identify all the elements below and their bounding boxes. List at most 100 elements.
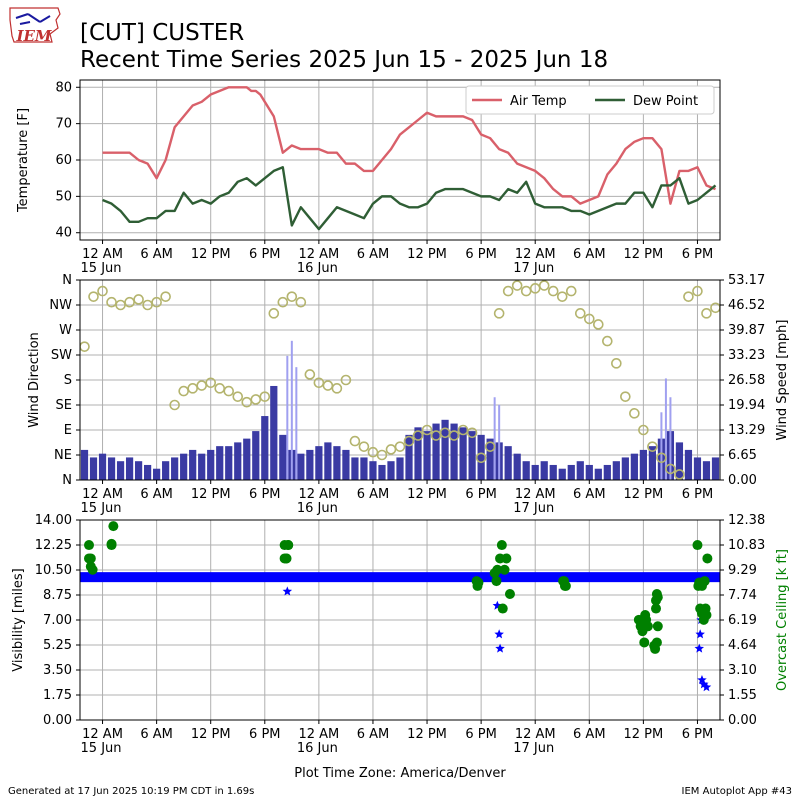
wind-direction-point	[574, 308, 586, 319]
wind-direction-point	[529, 283, 541, 294]
title-range: Recent Time Series 2025 Jun 15 - 2025 Ju…	[80, 47, 608, 73]
air-temp-line	[102, 86, 716, 205]
y-axis-label: Wind Direction	[27, 332, 42, 428]
wind-speed-bar	[207, 449, 215, 480]
x-date-label: 17 Jun	[513, 741, 554, 756]
wind-direction-point	[340, 374, 352, 386]
wind-speed-bar	[504, 446, 512, 480]
wind-speed-bar	[675, 442, 684, 480]
y2-tick-label: 33.23	[728, 348, 765, 363]
wind-direction-point	[286, 291, 298, 302]
wind-direction-point	[511, 280, 523, 291]
y-tick-label: 3.50	[43, 663, 72, 678]
wind-speed-bar	[378, 464, 386, 480]
wind-direction-point	[565, 285, 577, 297]
ceiling-point	[652, 621, 663, 632]
ceiling-point	[496, 540, 507, 551]
y-tick-label: W	[59, 323, 72, 338]
visibility-star	[495, 643, 505, 653]
wind-direction-point	[457, 424, 469, 436]
wind-direction-point	[466, 427, 478, 439]
y-tick-label: 14.00	[35, 513, 72, 528]
y-tick-label: NW	[49, 298, 72, 313]
wind-direction-point	[593, 319, 604, 330]
x-axis-label: Plot Time Zone: America/Denver	[294, 766, 506, 781]
wind-direction-point	[665, 463, 676, 475]
y-tick-label: N	[62, 273, 72, 288]
x-tick-label: 12 PM	[191, 727, 231, 742]
wind-speed-bar	[189, 449, 197, 480]
wind-direction-point	[376, 449, 388, 461]
ceiling-point	[702, 553, 713, 564]
y2-tick-label: 53.17	[728, 273, 765, 288]
y-tick-label: NE	[54, 448, 72, 463]
wind-direction-point	[115, 299, 126, 311]
wind-direction-point	[629, 408, 640, 419]
ceiling-point	[283, 540, 294, 551]
y-tick-label: E	[64, 423, 72, 438]
visibility-ceiling-panel: 12 AM 6 AM 12 PM 6 PM 12 AM 6 AM 12 PM 6 PM 12 A…	[11, 513, 790, 756]
ceiling-point	[499, 564, 510, 575]
wind-speed-bar	[540, 461, 548, 480]
x-tick-label: 12 AM	[298, 487, 339, 502]
visibility-star	[494, 629, 504, 639]
wind-speed-bar	[612, 461, 620, 480]
y-tick-label: 7.00	[43, 613, 72, 628]
panel-frame	[79, 279, 721, 481]
x-tick-label: 6 AM	[140, 487, 173, 502]
wind-speed-bar	[225, 446, 233, 480]
x-tick-label: 12 PM	[407, 247, 447, 262]
wind-direction-point	[520, 285, 532, 297]
wind-speed-bar	[576, 461, 584, 480]
y2-tick-label: 26.58	[728, 373, 765, 388]
plot-area	[80, 280, 720, 480]
x-tick-label: 12 PM	[407, 727, 447, 742]
iem-logo: IEM	[9, 7, 61, 45]
wind-speed-bar	[432, 423, 440, 480]
visibility-star	[701, 682, 712, 692]
wind-direction-point	[538, 280, 550, 291]
ceiling-point	[108, 521, 119, 532]
y2-tick-label: 19.94	[728, 398, 765, 413]
wind-speed-bar	[234, 442, 242, 480]
wind-direction-point	[638, 424, 649, 436]
panel-frame	[79, 79, 721, 241]
wind-speed-bar	[648, 446, 656, 480]
visibility-star	[697, 675, 707, 685]
wind-direction-point	[142, 299, 153, 311]
wind-speed-bar	[567, 464, 575, 480]
y-tick-label: 80	[55, 80, 72, 95]
visibility-star	[282, 586, 293, 596]
x-tick-label: 6 PM	[249, 487, 280, 502]
wind-direction-point	[187, 383, 198, 394]
wind-direction-point	[133, 294, 144, 305]
ceiling-point	[701, 609, 712, 620]
wind-speed-bar	[558, 468, 566, 480]
wind-direction-point	[701, 308, 712, 319]
x-tick-label: 6 PM	[249, 247, 280, 262]
wind-direction-point	[394, 441, 406, 452]
wind-direction-point	[106, 296, 117, 308]
ceiling-point	[85, 561, 96, 572]
y-tick-label: 70	[55, 117, 72, 132]
wind-gust-bar	[660, 412, 663, 480]
x-tick-label: 12 PM	[624, 247, 664, 262]
wind-direction-point	[241, 396, 253, 408]
ceiling-point	[472, 580, 483, 591]
y-tick-label: 1.75	[43, 688, 72, 703]
x-tick-label: 12 PM	[191, 247, 231, 262]
x-tick-label: 6 AM	[357, 487, 390, 502]
y2-tick-label: 13.29	[728, 423, 765, 438]
x-tick-label: 12 AM	[82, 727, 123, 742]
y2-tick-label: 3.10	[728, 663, 757, 678]
ceiling-point	[84, 540, 95, 551]
x-tick-label: 6 AM	[573, 727, 606, 742]
wind-speed-bar	[198, 453, 206, 480]
wind-direction-point	[620, 391, 631, 402]
wind-speed-bar	[387, 461, 395, 480]
x-tick-label: 12 AM	[298, 247, 339, 262]
wind-speed-bar	[80, 449, 89, 480]
x-tick-label: 12 PM	[191, 487, 231, 502]
